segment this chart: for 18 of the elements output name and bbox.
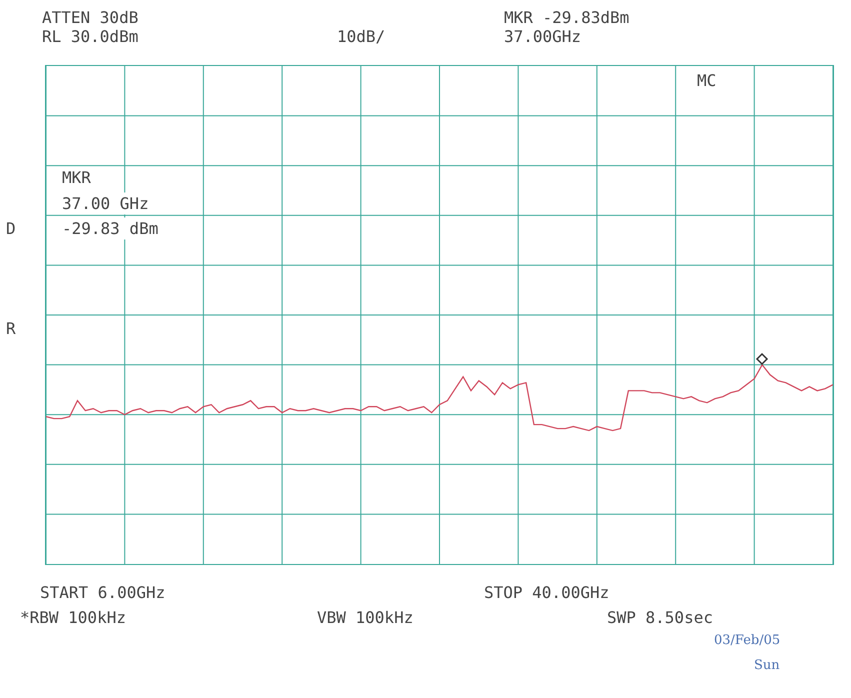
text: 37.00 GHz bbox=[62, 194, 149, 213]
text: -29.83 dBm bbox=[62, 219, 158, 238]
text: D bbox=[6, 219, 16, 238]
text: 03/Feb/05 bbox=[714, 633, 780, 648]
text: RL 30.0dBm bbox=[42, 27, 138, 46]
text: 10dB/ bbox=[337, 27, 386, 46]
text: MC bbox=[697, 71, 716, 90]
text: START 6.00GHz bbox=[40, 583, 166, 602]
text: 37.00GHz bbox=[504, 27, 582, 46]
text: MKR -29.83dBm bbox=[504, 8, 630, 27]
text: VBW 100kHz bbox=[317, 608, 414, 627]
text: SWP 8.50sec bbox=[607, 608, 713, 627]
text: MKR bbox=[62, 168, 92, 187]
text: R bbox=[6, 319, 16, 338]
text: STOP 40.00GHz bbox=[484, 583, 610, 602]
text: *RBW 100kHz bbox=[20, 608, 126, 627]
text: ATTEN 30dB bbox=[42, 8, 138, 27]
text: Sun bbox=[754, 658, 780, 673]
